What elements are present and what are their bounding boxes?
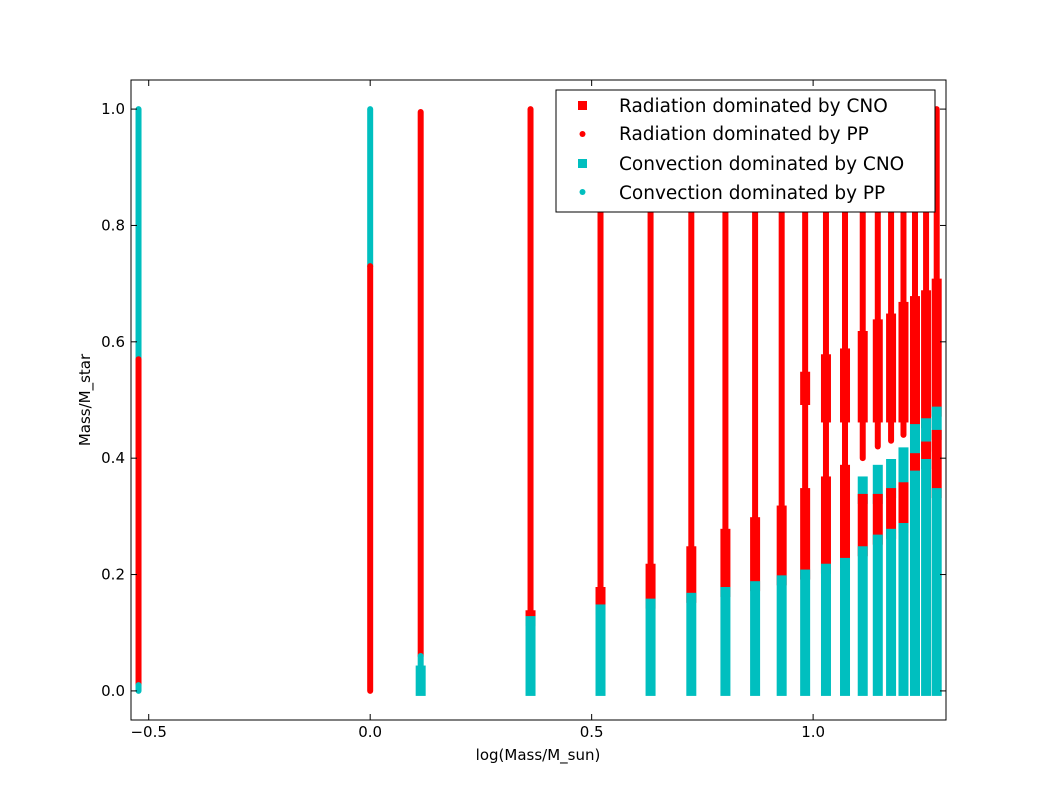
y-axis: 0.0 0.2 0.4 0.6 0.8 1.0 <box>101 100 946 700</box>
marker-column-radiation-cno <box>800 488 811 580</box>
legend: Radiation dominated by CNO Radiation dom… <box>555 89 936 213</box>
marker-column-convection-cno <box>898 447 909 493</box>
x-tick-label: −0.5 <box>130 723 166 741</box>
marker-column-convection-cno <box>686 592 697 696</box>
x-tick-label: 0.5 <box>580 723 604 741</box>
marker-column-convection-cno <box>415 665 426 696</box>
marker-column-radiation-pp <box>802 397 809 497</box>
legend-label-radiation-cno: Radiation dominated by CNO <box>619 96 888 117</box>
marker-column-convection-cno <box>857 476 868 504</box>
marker-column-convection-cno <box>921 418 932 452</box>
marker-column-convection-pp <box>367 106 374 270</box>
legend-marker-radiation-pp <box>579 131 586 137</box>
legend-label-radiation-pp: Radiation dominated by PP <box>619 124 869 145</box>
marker-column-radiation-cno <box>595 587 606 615</box>
marker-column-radiation-cno <box>750 517 761 592</box>
marker-column-radiation-cno <box>921 441 932 469</box>
marker-column-radiation-cno <box>898 301 909 423</box>
y-tick-label: 0.6 <box>101 333 125 351</box>
marker-column-convection-cno <box>909 470 920 696</box>
x-axis-label: log(Mass/M_sun) <box>476 746 601 765</box>
y-tick-label: 0.0 <box>101 682 125 700</box>
marker-column-convection-cno <box>886 459 897 499</box>
marker-column-convection-cno <box>872 534 883 696</box>
marker-column-convection-cno <box>921 459 932 696</box>
y-tick-label: 0.2 <box>101 566 125 584</box>
marker-column-convection-pp <box>135 682 142 694</box>
marker-column-radiation-cno <box>720 528 731 597</box>
marker-column-convection-cno <box>857 546 868 696</box>
x-tick-label: 1.0 <box>801 723 825 741</box>
marker-column-radiation-cno <box>840 464 851 568</box>
marker-column-radiation-cno <box>898 482 909 533</box>
marker-column-radiation-pp <box>888 414 895 444</box>
marker-column-radiation-cno <box>857 493 868 557</box>
marker-column-radiation-pp <box>688 106 695 555</box>
legend-label-convection-cno: Convection dominated by CNO <box>619 154 904 175</box>
marker-column-convection-cno <box>931 406 942 440</box>
marker-column-convection-cno <box>595 604 606 696</box>
marker-column-convection-cno <box>750 581 761 696</box>
marker-column-radiation-pp <box>417 109 424 659</box>
marker-column-radiation-pp <box>874 414 881 450</box>
marker-column-convection-cno <box>909 424 920 464</box>
marker-column-radiation-pp <box>722 106 729 537</box>
marker-column-radiation-cno <box>820 476 831 574</box>
marker-column-radiation-cno <box>776 505 787 586</box>
x-tick-label: 0.0 <box>358 723 382 741</box>
legend-frame <box>555 89 936 213</box>
y-tick-label: 0.4 <box>101 449 125 467</box>
marker-column-radiation-cno <box>820 354 831 423</box>
marker-column-convection-cno <box>776 575 787 696</box>
marker-column-convection-cno <box>840 557 851 696</box>
marker-column-radiation-cno <box>909 296 920 429</box>
marker-column-convection-cno <box>645 598 656 696</box>
marker-column-radiation-cno <box>686 546 697 603</box>
marker-column-radiation-cno <box>872 493 883 545</box>
marker-column-radiation-pp <box>135 356 142 689</box>
plot-frame <box>130 79 947 721</box>
marker-column-radiation-cno <box>909 453 920 481</box>
legend-marker-convection-cno <box>578 159 587 168</box>
marker-column-radiation-pp <box>367 263 374 694</box>
marker-column-convection-pp <box>135 106 142 363</box>
marker-column-radiation-pp <box>842 414 849 473</box>
marker-column-radiation-cno <box>921 290 932 429</box>
y-axis-label: Mass/M_star <box>76 353 95 446</box>
marker-column-convection-cno <box>525 616 536 696</box>
marker-column-radiation-cno <box>840 348 851 423</box>
marker-column-radiation-cno <box>931 278 942 417</box>
marker-column-radiation-pp <box>527 106 534 619</box>
marker-column-radiation-cno <box>872 319 883 423</box>
marker-column-convection-cno <box>898 523 909 696</box>
data-layer <box>135 106 942 696</box>
legend-marker-convection-pp <box>579 189 586 195</box>
legend-label-convection-pp: Convection dominated by PP <box>619 183 885 204</box>
marker-column-radiation-pp <box>859 414 866 462</box>
marker-column-radiation-pp <box>900 414 907 438</box>
marker-column-radiation-cno <box>645 563 656 609</box>
marker-column-radiation-pp <box>647 106 654 572</box>
x-axis: −0.5 0.0 0.5 1.0 <box>130 80 825 741</box>
marker-column-radiation-cno <box>931 429 942 499</box>
marker-column-convection-cno <box>800 569 811 696</box>
marker-column-convection-cno <box>720 587 731 696</box>
legend-marker-radiation-cno <box>578 101 587 110</box>
y-tick-label: 0.8 <box>101 216 125 234</box>
marker-column-radiation-cno <box>800 371 811 405</box>
marker-column-convection-cno <box>872 464 883 504</box>
marker-column-radiation-pp <box>822 414 829 485</box>
marker-column-convection-cno <box>886 528 897 696</box>
marker-column-radiation-cno <box>857 331 868 423</box>
marker-column-radiation-cno <box>886 488 897 539</box>
marker-column-radiation-pp <box>597 106 604 595</box>
marker-column-radiation-cno <box>886 313 897 423</box>
marker-column-convection-cno <box>931 488 942 696</box>
marker-column-convection-cno <box>820 563 831 696</box>
y-tick-label: 1.0 <box>101 100 125 118</box>
